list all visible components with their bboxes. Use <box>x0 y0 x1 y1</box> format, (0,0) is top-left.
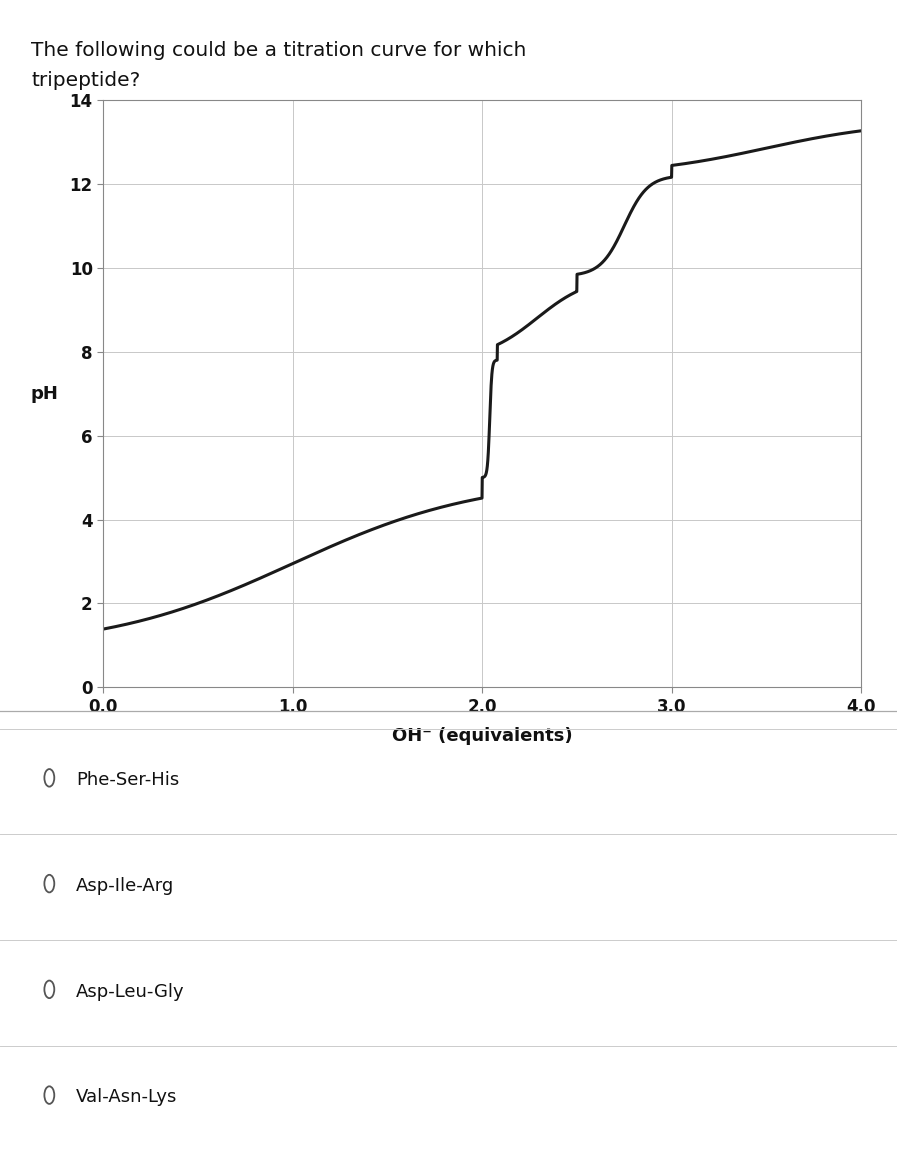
Y-axis label: pH: pH <box>30 384 58 403</box>
Text: Asp-Leu-Gly: Asp-Leu-Gly <box>76 982 185 1001</box>
Text: The following could be a titration curve for which: The following could be a titration curve… <box>31 41 527 60</box>
Text: tripeptide?: tripeptide? <box>31 70 141 89</box>
X-axis label: OH⁻ (equivalents): OH⁻ (equivalents) <box>392 727 572 745</box>
Text: Val-Asn-Lys: Val-Asn-Lys <box>76 1088 178 1107</box>
Text: Asp-Ile-Arg: Asp-Ile-Arg <box>76 877 175 895</box>
Text: Phe-Ser-His: Phe-Ser-His <box>76 771 179 790</box>
